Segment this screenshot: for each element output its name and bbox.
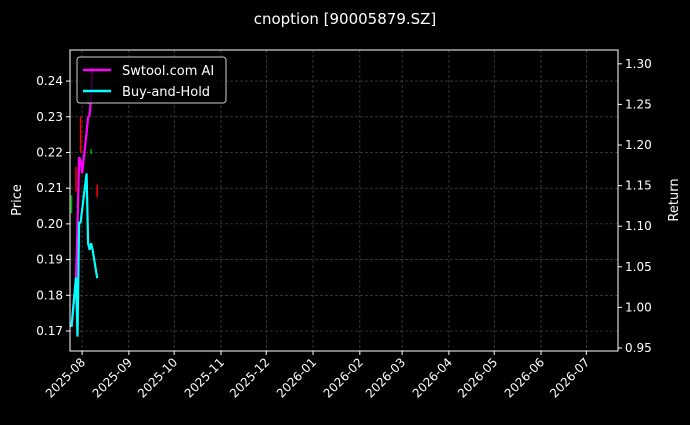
candles [70,95,98,214]
x-tick-label: 2026-01 [274,355,319,400]
y-tick-label: 0.18 [36,288,63,302]
x-tick-label: 2025-09 [90,355,135,400]
y-tick-label: 0.17 [36,324,63,338]
y-tick-label: 0.24 [36,74,63,88]
x-tick-label: 2026-05 [455,355,500,400]
y2-tick-label: 1.00 [625,300,652,314]
x-tick-label: 2025-10 [135,355,180,400]
plot-frame [69,49,619,352]
x-tick-label: 2026-07 [547,355,592,400]
y-tick-label: 0.19 [36,253,63,267]
x-tick-label: 2025-11 [182,355,227,400]
y-tick-label: 0.21 [36,181,63,195]
y-axis-label: Price [10,184,25,216]
legend: Swtool.com AI Buy-and-Hold [76,56,227,104]
axes: 2025-08 2025-09 2025-10 2025-11 2025-12 2026-… [36,57,651,401]
legend-label-ai: Swtool.com AI [122,64,214,79]
x-tick-label: 2026-02 [321,355,366,400]
y2-tick-label: 0.95 [625,341,652,355]
y2-tick-label: 1.25 [625,97,652,111]
y2-tick-label: 1.20 [625,138,652,152]
legend-label-buyhold: Buy-and-Hold [122,85,210,100]
x-tick-label: 2025-08 [43,355,88,400]
x-tick-label: 2026-04 [410,355,455,400]
y2-axis-label: Return [667,178,682,221]
y2-tick-label: 1.05 [625,260,652,274]
x-tick-label: 2026-06 [502,355,547,400]
y2-tick-label: 1.30 [625,57,652,71]
grid [70,50,618,351]
series-line-ai [70,67,94,327]
y-tick-label: 0.20 [36,217,63,231]
x-tick-label: 2026-03 [363,355,408,400]
y2-tick-label: 1.10 [625,219,652,233]
y2-tick-label: 1.15 [625,179,652,193]
chart-title: cnoption [90005879.SZ] [254,10,437,28]
y-tick-label: 0.23 [36,110,63,124]
series-line-buy-and-hold [70,173,99,337]
y-tick-label: 0.22 [36,145,63,159]
x-tick-label: 2025-12 [227,355,272,400]
series-lines [70,67,99,337]
